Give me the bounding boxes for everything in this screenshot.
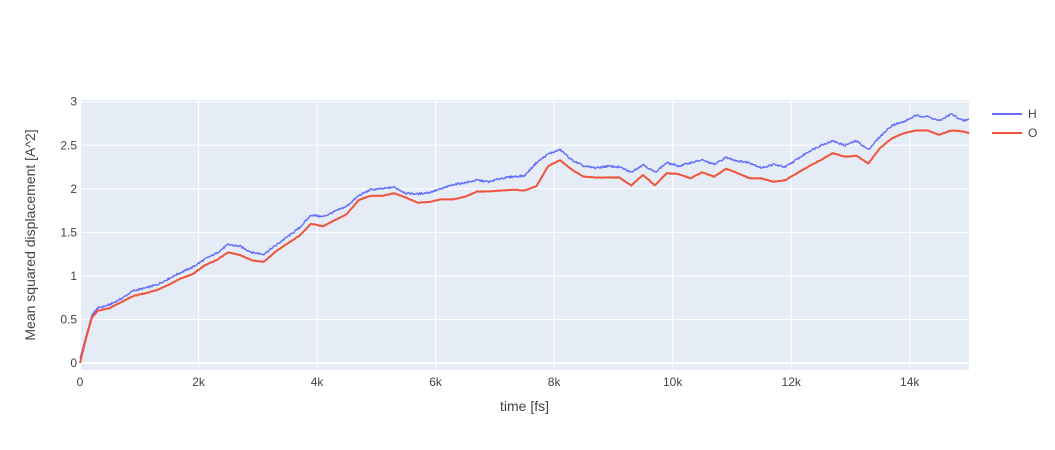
y-axis-title: Mean squared displacement [A^2] — [22, 129, 38, 340]
series-lines — [79, 113, 970, 364]
y-axis-ticks: 0 0.5 1 1.5 2 2.5 3 — [60, 95, 77, 370]
y-tick-label: 0 — [70, 356, 77, 370]
x-tick-label: 14k — [900, 375, 920, 389]
y-tick-label: 0.5 — [60, 312, 77, 326]
y-tick-label: 1.5 — [60, 225, 77, 239]
x-tick-label: 8k — [548, 375, 562, 389]
x-tick-label: 4k — [311, 375, 325, 389]
x-axis-title: time [fs] — [500, 398, 549, 414]
y-tick-label: 1 — [70, 269, 77, 283]
x-tick-label: 2k — [192, 375, 206, 389]
x-tick-label: 6k — [429, 375, 443, 389]
x-axis-ticks: 0 2k 4k 6k 8k 10k 12k 14k — [77, 375, 921, 389]
legend[interactable]: HO — [992, 107, 1037, 140]
legend-label: H — [1028, 107, 1037, 121]
legend-item-o[interactable]: O — [992, 126, 1037, 140]
series-line-o — [79, 129, 970, 364]
plot-background — [80, 100, 969, 370]
x-tick-label: 10k — [663, 375, 683, 389]
y-tick-label: 2 — [70, 182, 77, 196]
x-tick-label: 0 — [77, 375, 84, 389]
y-tick-label: 2.5 — [60, 138, 77, 152]
legend-label: O — [1028, 126, 1037, 140]
legend-item-h[interactable]: H — [992, 107, 1037, 121]
x-tick-label: 12k — [782, 375, 802, 389]
y-tick-label: 3 — [70, 95, 77, 109]
series-line-h — [79, 113, 970, 359]
